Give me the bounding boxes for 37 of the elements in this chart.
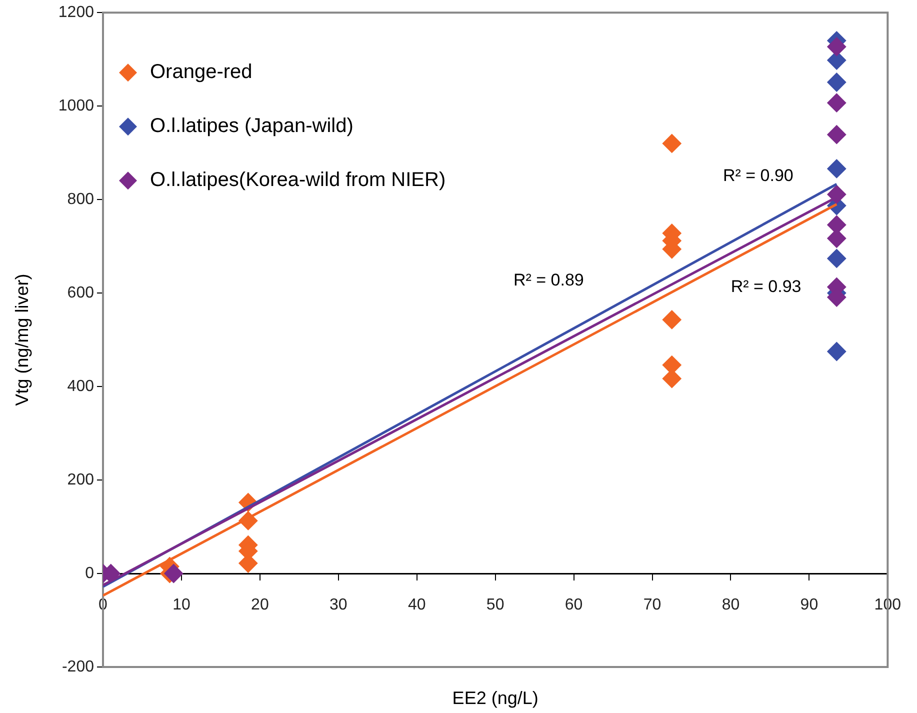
point	[827, 93, 846, 112]
x-tick-label: 40	[408, 596, 426, 614]
point	[827, 72, 846, 92]
point	[827, 342, 846, 361]
x-tick-label: 20	[251, 596, 269, 614]
x-tick-label: 30	[329, 596, 348, 614]
x-tick-label: 70	[643, 596, 662, 614]
point	[662, 134, 682, 153]
y-tick-label: 1200	[58, 4, 94, 22]
point	[827, 248, 846, 268]
y-tick-label: 1000	[58, 97, 94, 114]
x-tick-label: 80	[722, 596, 740, 614]
y-tick-label: 600	[67, 284, 94, 302]
x-axis-title: EE2 (ng/L)	[452, 688, 538, 708]
y-tick-label: 800	[67, 190, 94, 208]
point	[827, 184, 846, 204]
legend-label: O.l.latipes(Korea-wild from NIER)	[150, 169, 446, 192]
y-axis-title: Vtg (ng/mg liver)	[12, 274, 32, 406]
x-tick-label: 100	[874, 596, 902, 614]
y-tick-label: -200	[62, 658, 94, 676]
x-tick-label: 10	[172, 596, 190, 614]
y-tick-label: 400	[67, 378, 94, 395]
annotation: R² = 0.90	[722, 166, 794, 185]
point	[164, 564, 184, 584]
annotation: R² = 0.89	[513, 270, 584, 290]
point	[827, 37, 846, 56]
point	[662, 310, 682, 330]
legend-label: Orange-red	[150, 61, 252, 84]
x-tick-label: 50	[486, 596, 504, 614]
point	[827, 159, 846, 178]
legend-label: O.l.latipes (Japan-wild)	[150, 115, 354, 138]
x-tick-label: 60	[564, 596, 583, 614]
annotation: R² = 0.93	[730, 277, 802, 296]
point	[827, 125, 846, 144]
y-tick-label: 200	[67, 471, 94, 488]
y-tick-label: 0	[85, 564, 94, 582]
x-tick-label: 90	[800, 596, 818, 614]
